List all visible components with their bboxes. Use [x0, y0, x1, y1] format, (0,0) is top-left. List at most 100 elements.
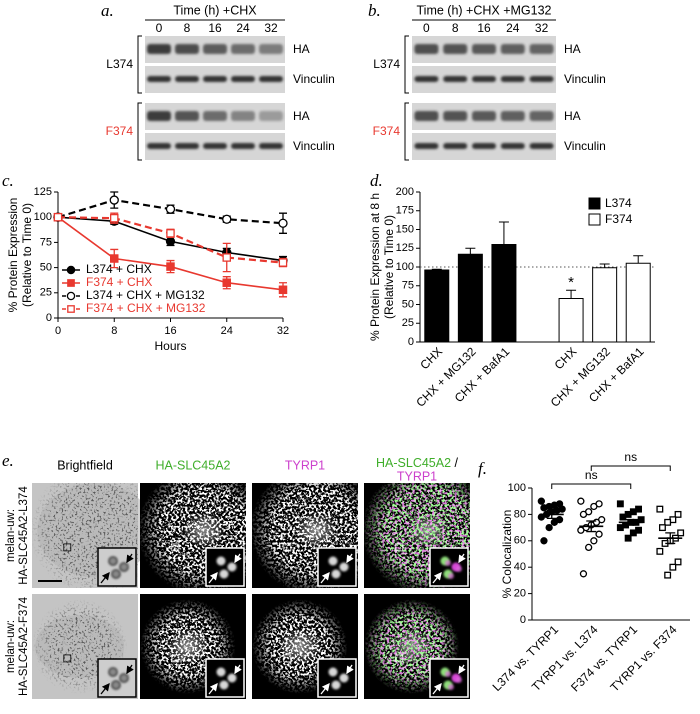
data-point — [166, 262, 175, 271]
blot-band — [259, 143, 283, 149]
x-tick-label: 24 — [221, 325, 233, 337]
x-tick-label: CHX — [417, 344, 445, 372]
blot-band — [147, 76, 171, 82]
inset-blob — [456, 677, 462, 683]
data-point — [577, 497, 585, 505]
arrow — [234, 553, 242, 564]
panel-letter: d. — [370, 171, 383, 190]
data-point — [656, 547, 664, 555]
error-bar — [599, 263, 610, 268]
blot-band — [529, 111, 554, 121]
x-tick-label: 32 — [277, 325, 289, 337]
data-point — [165, 236, 176, 247]
bar — [457, 253, 483, 343]
data-point — [222, 278, 231, 287]
error-bar — [546, 509, 557, 520]
legend-swatch — [588, 213, 601, 226]
blot-band — [147, 44, 171, 54]
arrow — [126, 664, 134, 675]
group-bracket — [404, 35, 409, 94]
inset-blob — [448, 684, 454, 690]
y-tick-label: 25 — [402, 317, 414, 329]
arrow — [432, 682, 442, 695]
blot-band — [175, 143, 199, 149]
inset-blob — [331, 680, 341, 690]
blot-band — [175, 44, 199, 54]
blot-band — [472, 143, 496, 149]
arrow — [100, 682, 110, 695]
inset-blob — [119, 562, 129, 572]
comparison-label: ns — [624, 450, 637, 464]
blot-band — [231, 143, 255, 149]
blot-band — [203, 111, 227, 121]
blot-band — [500, 111, 525, 121]
data-point — [579, 510, 588, 519]
x-tick-label: L374 vs. TYRP1 — [490, 622, 562, 694]
legend-label: L374 + CHX + MG132 — [86, 288, 205, 302]
blot-band — [414, 143, 439, 149]
data-point — [222, 214, 232, 224]
blot-band — [443, 76, 468, 82]
inset-blob — [219, 569, 229, 579]
y-tick-label: 25 — [40, 287, 52, 299]
blot-band — [414, 44, 439, 54]
blot-band — [443, 143, 468, 149]
time-label: 16 — [208, 21, 222, 35]
blot-band — [231, 76, 255, 82]
arrow — [208, 571, 218, 584]
bar — [558, 298, 584, 343]
blot-band — [147, 111, 171, 121]
row-label: melan-uw: — [5, 509, 17, 562]
band-label: Vinculin — [293, 72, 335, 86]
data-point — [109, 195, 119, 205]
error-bar — [633, 255, 644, 264]
y-tick-label: 20 — [514, 588, 526, 600]
roi-box — [283, 654, 292, 663]
data-point — [278, 285, 288, 295]
data-point — [577, 526, 585, 534]
error-bar — [586, 520, 597, 533]
legend-label: F374 — [605, 212, 633, 226]
arrow — [458, 553, 466, 564]
arrow — [100, 571, 110, 584]
panel-letter: b. — [368, 1, 381, 20]
inset-blob — [227, 673, 237, 683]
legend-label: F374 + CHX — [86, 275, 152, 289]
inset-blob — [119, 673, 129, 683]
arrow — [432, 571, 442, 584]
data-point — [590, 537, 598, 545]
blot-band — [259, 44, 283, 54]
y-tick-label: 125 — [34, 186, 52, 198]
band-label: HA — [293, 42, 310, 56]
inset-blob — [111, 569, 121, 579]
comparison-bracket — [551, 483, 632, 489]
blot-band — [203, 44, 227, 54]
data-point — [619, 513, 627, 521]
column-header: HA-SLC45A2 / — [376, 456, 459, 470]
data-point — [669, 563, 677, 571]
data-point — [166, 229, 175, 238]
column-header: TYRP1 — [397, 469, 437, 483]
data-point — [278, 218, 288, 228]
error-bar — [625, 519, 636, 526]
y-tick-label: 100 — [34, 211, 52, 223]
inset-blob — [219, 680, 229, 690]
panel-letter: e. — [2, 451, 14, 470]
bar — [491, 244, 517, 343]
roi-box — [171, 654, 180, 663]
y-tick-label: 50 — [402, 298, 414, 310]
data-point — [590, 502, 598, 511]
inset-blob — [339, 562, 349, 572]
y-tick-label: 0 — [408, 336, 414, 348]
data-point — [677, 529, 685, 537]
row-label: HA-SLC45A2-L374 — [18, 486, 30, 585]
inset-blob — [108, 667, 118, 677]
blot-band — [259, 76, 283, 82]
blot-band — [500, 76, 525, 82]
arrow — [320, 682, 330, 695]
y-tick-label: 100 — [396, 261, 414, 273]
inset-blob — [216, 667, 226, 677]
blot-band — [231, 44, 255, 54]
data-point — [656, 505, 664, 513]
